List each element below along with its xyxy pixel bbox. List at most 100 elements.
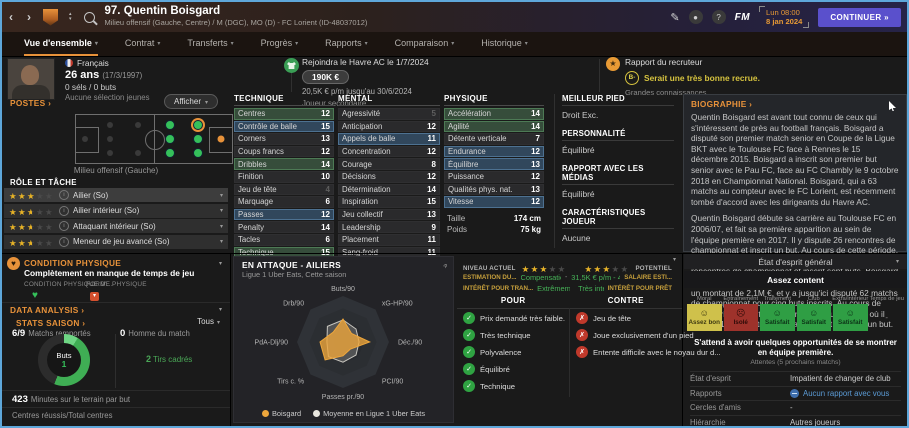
chevron-down-icon[interactable]: ▾	[219, 223, 223, 230]
role-label: Attaquant intérieur (So)	[73, 221, 156, 231]
mindset-row-label: État d'esprit	[690, 374, 731, 384]
position-dot[interactable]	[135, 121, 142, 128]
position-dot[interactable]	[164, 119, 175, 130]
mood-col-entranement: Entraînement ☹ Isolé	[723, 296, 760, 331]
data-analysis-header[interactable]: DATA ANALYSIS ›	[10, 305, 85, 315]
star-icon: ★★	[36, 191, 44, 201]
mindset-row-value[interactable]: Aucun rapport avec vous	[790, 388, 889, 398]
notebook-icon[interactable]: ●	[688, 10, 703, 24]
scout-report-header[interactable]: Rapport du recruteur	[625, 57, 703, 67]
position-dot[interactable]	[164, 134, 175, 144]
transfer-joining[interactable]: Rejoindra le Havre AC le 1/7/2024	[302, 57, 429, 67]
mood-box[interactable]: ☹ Isolé	[723, 304, 758, 331]
position-dot-selected[interactable]	[192, 119, 203, 130]
tab-vue[interactable]: Vue d'ensemble ▾	[24, 32, 98, 56]
position-dot[interactable]	[217, 135, 225, 143]
attribute-row: Puissance 12	[444, 170, 544, 183]
attribute-value: 9	[431, 222, 436, 232]
mood-box[interactable]: ☺ Satisfait	[796, 304, 831, 331]
chevron-down-icon: ▾	[524, 40, 528, 47]
edit-icon[interactable]: ✎	[670, 11, 680, 24]
tab-rapports[interactable]: Rapports ▾	[325, 32, 368, 56]
position-dot[interactable]	[164, 148, 175, 159]
position-dot[interactable]	[192, 134, 203, 144]
chevron-down-icon[interactable]: ▾	[219, 239, 223, 245]
player-bio-block: Français 26 ans (17/3/1997) 0 séls / 0 b…	[65, 57, 150, 103]
search-icon[interactable]	[83, 11, 95, 23]
position-pitch	[75, 114, 233, 164]
mindset-row[interactable]: Hiérarchie Autres joueurs	[690, 414, 901, 427]
mood-box[interactable]: ☺ Assez bon	[687, 304, 722, 331]
tab-progres[interactable]: Progrès ▾	[261, 32, 299, 56]
technique-icon: ✓	[463, 329, 475, 341]
mood-value: Satisfait	[765, 318, 790, 326]
radar-panel: EN ATTAQUE - AILIERS Ligue 1 Uber Eats, …	[233, 256, 454, 423]
chevron-down-icon[interactable]: ▾	[219, 208, 223, 214]
legend-label: Boisgard	[271, 409, 302, 418]
info-icon[interactable]: i	[59, 236, 69, 247]
info-icon[interactable]: i	[59, 221, 69, 231]
info-icon[interactable]: i	[59, 190, 69, 200]
pro-label: Équilibré	[480, 364, 510, 374]
mindset-dropdown[interactable]: État d'esprit général ▾	[684, 254, 907, 269]
mindset-row[interactable]: Rapports Aucun rapport avec vous	[690, 385, 901, 401]
biography-header[interactable]: BIOGRAPHIE ›	[691, 99, 753, 109]
tab-label: Vue d'ensemble	[24, 38, 92, 48]
position-dot[interactable]	[82, 136, 89, 142]
club-crest-icon[interactable]	[43, 8, 58, 26]
game-datetime[interactable]: Lun 08:00 8 jan 2024	[759, 6, 810, 28]
position-dot[interactable]	[107, 121, 114, 128]
positions-header[interactable]: POSTES ›	[10, 98, 52, 108]
tab-transferts[interactable]: Transferts ▾	[187, 32, 233, 56]
tab-contrat[interactable]: Contrat ▾	[125, 32, 161, 56]
attribute-label: Qualités phys. nat.	[448, 184, 513, 194]
attribute-row: Jeu de tête 4	[234, 183, 334, 196]
con-item: ✗ Entente difficile avec le noyau dur d..…	[576, 346, 721, 358]
jump-menu-carets[interactable]: ▴ ▾	[69, 11, 72, 22]
transfer-fee-badge[interactable]: 190K €	[302, 70, 350, 84]
stats-filter-dropdown[interactable]: Tous ▾	[197, 317, 220, 326]
page-subtitle: Milieu offensif (Gauche, Centre) / M (DG…	[104, 18, 368, 27]
continue-button[interactable]: CONTINUER »	[818, 7, 901, 27]
attribute-label: Concentration	[342, 147, 391, 157]
radar-axis-label: PCI/90	[382, 378, 404, 385]
tab-comparaison[interactable]: Comparaison ▾	[395, 32, 455, 56]
player-nationality: Français	[77, 58, 109, 68]
attribute-row: Corners 13	[234, 133, 334, 145]
mood-box[interactable]: ☺ Satisfait	[760, 304, 795, 331]
season-stats-header[interactable]: STATS SAISON ›	[16, 318, 86, 328]
chevron-down-icon: ▾	[204, 100, 208, 106]
radar-axis-label: Déc./90	[398, 340, 422, 347]
position-dot[interactable]	[135, 150, 142, 157]
matches-won-stat: 6/9 Matchs remportés	[12, 328, 91, 339]
info-icon[interactable]: i	[59, 205, 69, 216]
help-icon[interactable]: ?	[711, 10, 726, 24]
mindset-row[interactable]: État d'esprit Impatient de changer de clu…	[690, 371, 901, 386]
mood-box[interactable]: ☺ Satisfait	[833, 304, 868, 331]
attribute-row: Placement 11	[338, 233, 440, 246]
tab-historique[interactable]: Historique ▾	[481, 32, 528, 56]
chevron-down-icon[interactable]: ▾	[218, 307, 222, 313]
position-dot[interactable]	[107, 136, 114, 142]
nav-back-button[interactable]: ‹	[9, 10, 13, 24]
chevron-down-icon[interactable]: ▾	[219, 192, 223, 199]
chevron-down-icon[interactable]: ▾	[672, 257, 676, 263]
attribute-row: Concentration 12	[338, 145, 440, 158]
attribute-row: Anticipation 12	[338, 120, 440, 133]
afficher-dropdown[interactable]: Afficher ▾	[164, 94, 218, 109]
price-tag-icon: ✓	[463, 312, 475, 324]
expand-icon[interactable]: »	[440, 260, 450, 271]
mindset-row-text: Autres joueurs	[790, 417, 841, 427]
position-dot[interactable]	[107, 150, 114, 157]
nav-forward-button[interactable]: ›	[27, 10, 31, 24]
chevron-down-icon[interactable]: ▾	[218, 261, 222, 267]
tab-label: Transferts	[187, 38, 228, 48]
mindset-row[interactable]: Cercles d'amis -	[690, 400, 901, 415]
position-dot[interactable]	[192, 148, 203, 159]
con-label: Entente difficile avec le noyau dur d...	[593, 347, 721, 357]
condition-header[interactable]: CONDITION PHYSIQUE	[24, 258, 122, 268]
